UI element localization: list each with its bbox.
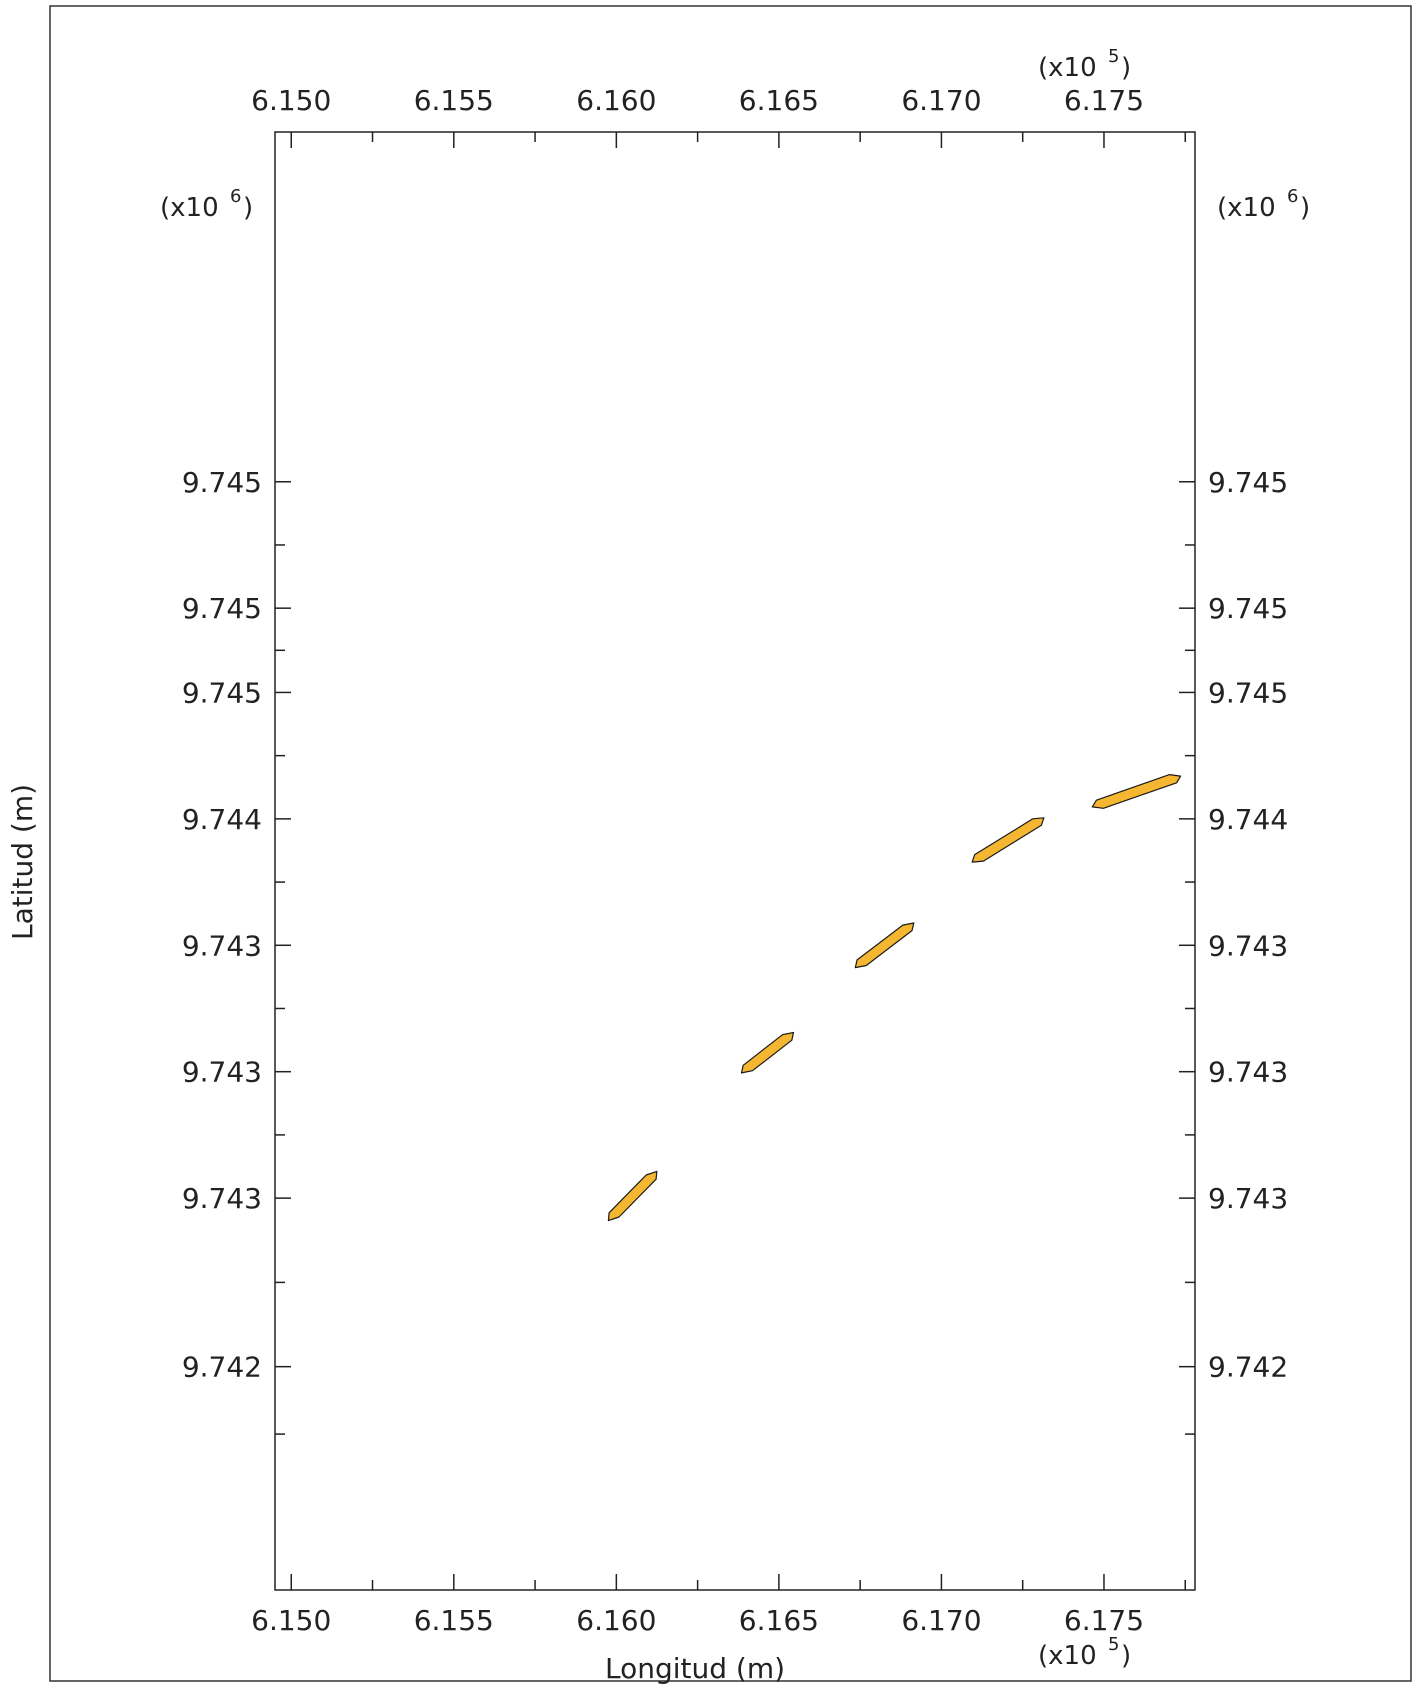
y-multiplier-right-exp: 6: [1287, 186, 1298, 207]
x-tick-label-top: 6.165: [739, 84, 819, 117]
y-tick-label-left: 9.743: [182, 1056, 262, 1089]
x-tick-label-top: 6.150: [251, 84, 331, 117]
y-tick-label-right: 9.742: [1208, 1351, 1288, 1384]
feature-polygon-4: [971, 817, 1045, 863]
x-tick-label-bottom: 6.155: [414, 1604, 494, 1637]
y-tick-label-left: 9.743: [182, 929, 262, 962]
x-tick-label-bottom: 6.150: [251, 1604, 331, 1637]
y-tick-label-left: 9.744: [182, 803, 262, 836]
x-tick-label-bottom: 6.170: [901, 1604, 981, 1637]
y-axis-label: Latitud (m): [6, 784, 39, 940]
y-multiplier-left: (x10 6 ): [160, 186, 253, 223]
y-multiplier-right-close: ): [1300, 193, 1310, 223]
x-tick-label-top: 6.160: [576, 84, 656, 117]
y-multiplier-left-exp: 6: [230, 186, 241, 207]
y-multiplier-right: (x10 6 ): [1217, 186, 1310, 223]
feature-polygon-2: [740, 1031, 795, 1074]
feature-group: [607, 773, 1182, 1222]
y-tick-label-left: 9.745: [182, 592, 262, 625]
plot-area: [274, 131, 1196, 1591]
y-tick-label-right: 9.745: [1208, 592, 1288, 625]
y-tick-label-left: 9.745: [182, 676, 262, 709]
feature-polygon-5: [1091, 773, 1182, 809]
y-tick-label-right: 9.743: [1208, 1182, 1288, 1215]
x-tick-label-bottom: 6.175: [1064, 1604, 1144, 1637]
x-multiplier-top-close: ): [1121, 53, 1131, 83]
x-multiplier-bottom-close: ): [1121, 1641, 1131, 1671]
y-tick-label-left: 9.742: [182, 1351, 262, 1384]
feature-polygon-3: [854, 922, 915, 969]
x-multiplier-bottom-exp: 5: [1108, 1634, 1119, 1655]
x-multiplier-top-exp: 5: [1108, 46, 1119, 67]
tick-group: 6.150 6.150 6.155 6.155 6.160 6.160 6.165 6.165…: [182, 84, 1288, 1637]
x-tick-label-bottom: 6.160: [576, 1604, 656, 1637]
x-multiplier-bottom-base: (x10: [1038, 1641, 1097, 1671]
feature-polygon-1: [607, 1170, 658, 1222]
y-multiplier-left-base: (x10: [160, 193, 219, 223]
y-tick-label-right: 9.743: [1208, 929, 1288, 962]
x-multiplier-top-base: (x10: [1038, 53, 1097, 83]
x-tick-label-top: 6.175: [1064, 84, 1144, 117]
y-tick-label-right: 9.743: [1208, 1056, 1288, 1089]
y-tick-label-left: 9.745: [182, 466, 262, 499]
y-multiplier-left-close: ): [243, 193, 253, 223]
y-tick-label-right: 9.745: [1208, 676, 1288, 709]
x-multiplier-top: (x10 5 ): [1038, 46, 1131, 83]
x-axis-label: Longitud (m): [605, 1652, 785, 1685]
x-tick-label-top: 6.170: [901, 84, 981, 117]
y-multiplier-right-base: (x10: [1217, 193, 1276, 223]
outer-frame: [49, 5, 1412, 1682]
x-tick-label-top: 6.155: [414, 84, 494, 117]
y-tick-label-right: 9.744: [1208, 803, 1288, 836]
x-tick-label-bottom: 6.165: [739, 1604, 819, 1637]
x-multiplier-bottom: (x10 5 ): [1038, 1634, 1131, 1671]
y-tick-label-right: 9.745: [1208, 466, 1288, 499]
y-tick-label-left: 9.743: [182, 1182, 262, 1215]
